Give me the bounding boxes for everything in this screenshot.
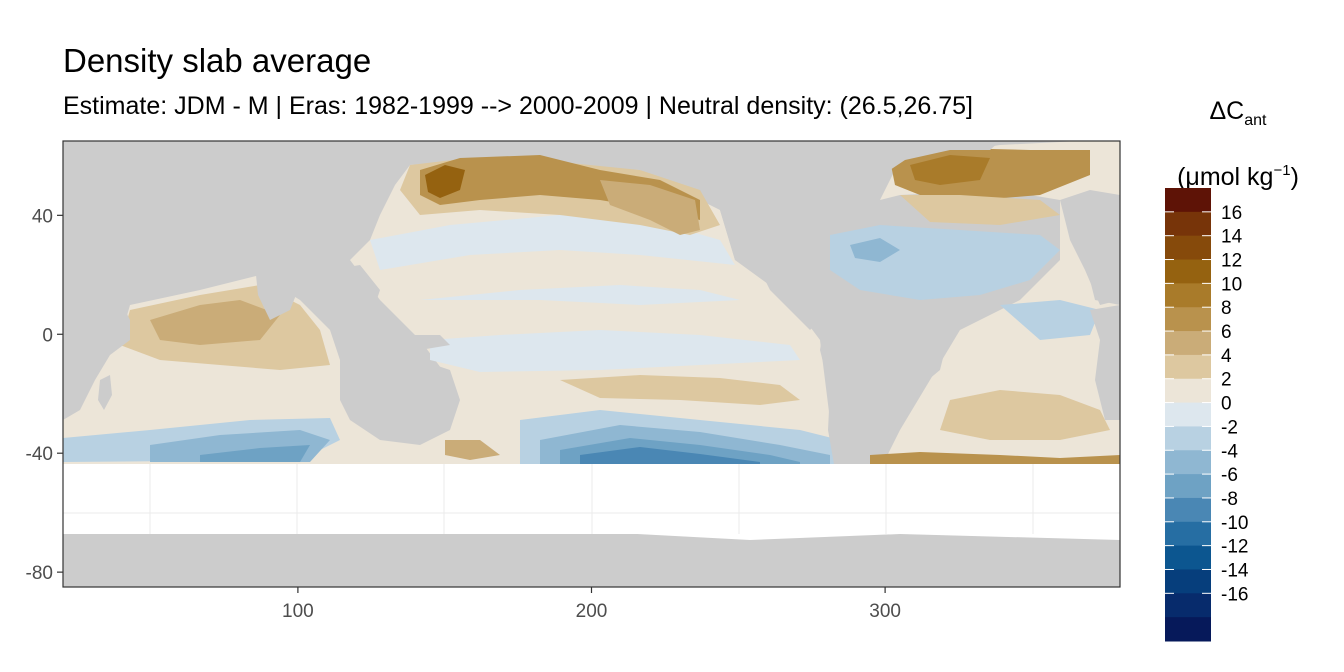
x-axis: 100 200 300 [282, 587, 901, 622]
legend-label: 12 [1221, 251, 1242, 272]
x-tick-label: 200 [576, 601, 608, 622]
land-masses [63, 141, 1120, 587]
legend-color-step [1165, 378, 1211, 404]
na-subpolar-dark [910, 155, 990, 185]
y-tick-label: 40 [32, 206, 53, 227]
legend-label: 8 [1221, 298, 1232, 319]
legend-label: -8 [1221, 489, 1238, 510]
y-tick-label: 0 [42, 325, 53, 346]
np-kuroshio-dark [425, 165, 465, 198]
legend-label: 4 [1221, 346, 1232, 367]
legend-label: 0 [1221, 394, 1232, 415]
land-india [255, 262, 300, 320]
legend-color-step [1165, 211, 1211, 237]
y-axis: 40 0 -40 -80 [26, 206, 63, 584]
land-south-america [820, 305, 950, 495]
legend-label: -4 [1221, 441, 1238, 462]
x-tick-label: 100 [282, 601, 314, 622]
io-south-blue-3 [200, 445, 310, 462]
legend-color-step [1165, 497, 1211, 523]
land-asia [255, 141, 410, 275]
legend-unit-close: ) [1290, 163, 1299, 191]
plot-subtitle: Estimate: JDM - M | Eras: 1982-1999 --> … [63, 92, 973, 120]
legend-label: 6 [1221, 322, 1232, 343]
legend-label: -12 [1221, 537, 1248, 558]
legend-label: 10 [1221, 274, 1242, 295]
land-new-guinea [400, 335, 450, 350]
legend-color-step [1165, 307, 1211, 332]
land-north-america [560, 141, 900, 275]
ocean-base-atlantic [840, 141, 1120, 470]
legend-color-step [1165, 617, 1211, 642]
land-se-asia [330, 265, 380, 330]
land-europe-africa-east [1060, 190, 1120, 305]
land-madagascar [98, 375, 112, 410]
eq-pacific-blue [430, 330, 800, 372]
legend-label: 14 [1221, 227, 1243, 248]
legend-title: ΔCant (μmol kg−1) [1163, 86, 1313, 202]
map-panel [62, 140, 1121, 588]
legend-color-step [1165, 426, 1211, 451]
legend-label: 2 [1221, 370, 1232, 391]
io-arabian-brown [150, 300, 280, 345]
legend-unit: (μmol kg−1) [1163, 146, 1313, 202]
land-africa-horn [63, 300, 130, 420]
x-tick-label: 300 [869, 601, 901, 622]
legend-label: -10 [1221, 513, 1248, 534]
np-blue-band [370, 215, 735, 270]
io-australia-tan [445, 440, 500, 460]
legend-label: 16 [1221, 203, 1242, 224]
legend-color-step [1165, 569, 1211, 594]
legend-label: -14 [1221, 560, 1249, 581]
legend-variable: ΔCant [1163, 86, 1313, 146]
legend-unit-sup: −1 [1273, 162, 1291, 179]
legend-color-step [1165, 354, 1211, 380]
legend-unit-open: (μmol kg [1177, 163, 1274, 191]
na-subtropical-blue-2 [850, 238, 900, 262]
plot-title: Density slab average [63, 42, 372, 79]
legend-color-step [1165, 188, 1211, 213]
land-australia [340, 360, 460, 445]
legend-color-step [1165, 259, 1211, 284]
legend-color-step [1165, 521, 1211, 547]
sa-subtropical-tan [940, 390, 1110, 440]
land-africa-west [1090, 305, 1120, 420]
legend-symbol: ΔC [1209, 97, 1245, 125]
legend-color-step [1165, 545, 1211, 570]
legend-color-step [1165, 474, 1211, 499]
sp-subtropical-tan [560, 375, 800, 405]
legend-color-step [1165, 593, 1211, 618]
legend-color-step [1165, 235, 1211, 261]
gridlines [63, 464, 1120, 534]
land-antarctica [63, 528, 1120, 587]
land-greenland [880, 141, 1000, 170]
y-tick-label: -80 [26, 563, 53, 584]
land-central-america [760, 270, 820, 330]
legend-color-step [1165, 283, 1211, 308]
legend-subscript: ant [1244, 112, 1267, 129]
legend-color-step [1165, 331, 1211, 356]
legend-color-step [1165, 450, 1211, 475]
np-blue-band-2 [420, 285, 740, 305]
legend-label: -2 [1221, 417, 1238, 438]
legend-color-step [1165, 402, 1211, 427]
legend-label: -6 [1221, 465, 1238, 486]
na-tan-band [900, 195, 1060, 225]
eq-atlantic-blue [1000, 300, 1100, 340]
np-gulf-alaska-tan [600, 180, 700, 235]
legend-label: -16 [1221, 584, 1248, 605]
legend-colorbar [1165, 188, 1211, 642]
y-tick-label: -40 [26, 444, 53, 465]
